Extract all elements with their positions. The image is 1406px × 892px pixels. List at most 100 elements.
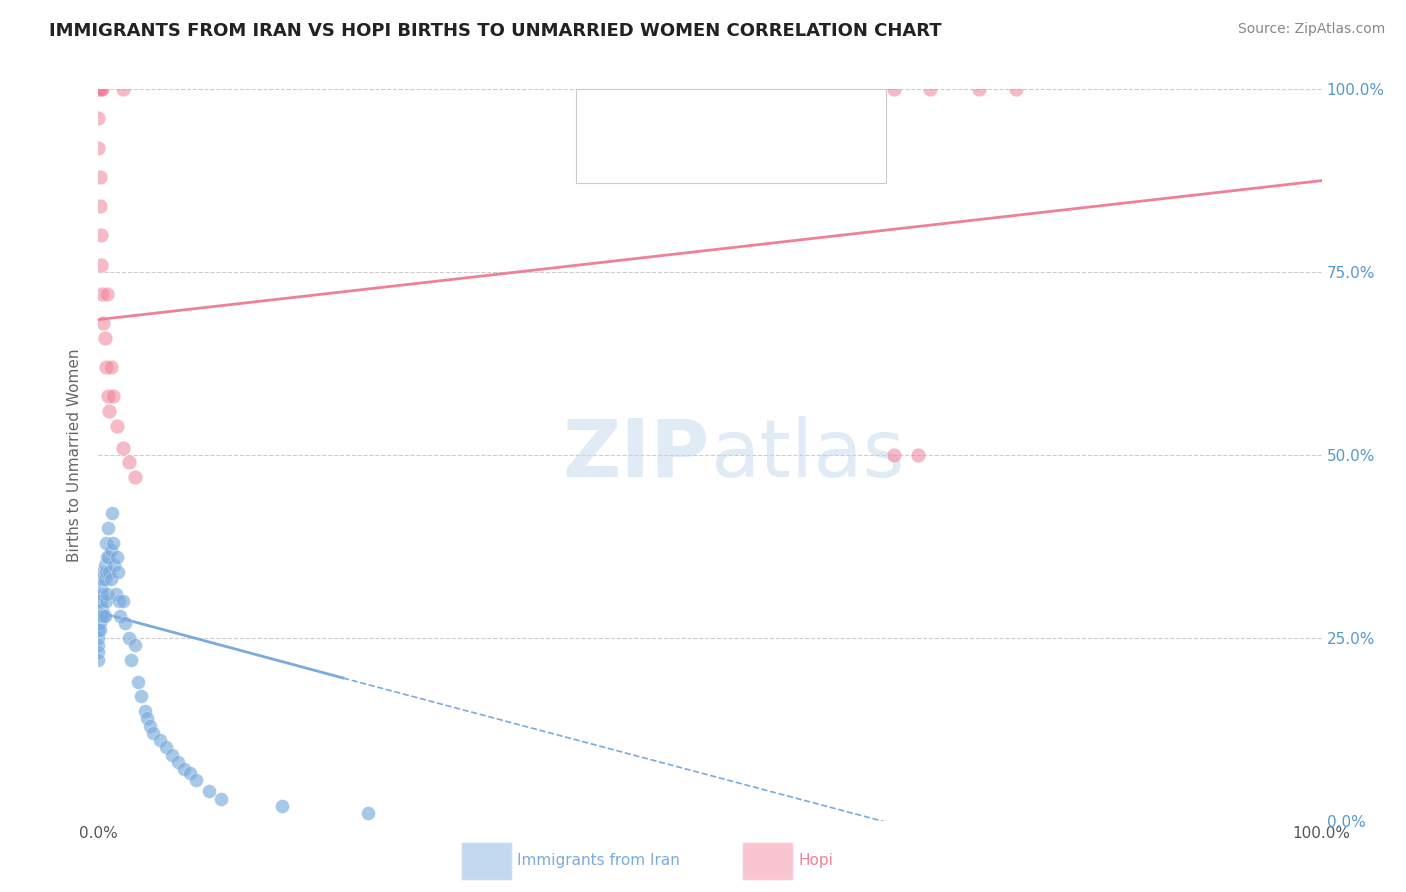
- Text: N =: N =: [755, 148, 789, 163]
- Point: [91, 565, 114, 579]
- Point: [967, 82, 990, 96]
- FancyBboxPatch shape: [461, 841, 512, 880]
- Point: [87, 82, 110, 96]
- Point: [160, 747, 183, 762]
- Text: 0.210: 0.210: [681, 148, 734, 163]
- Point: [87, 624, 110, 638]
- Text: Source: ZipAtlas.com: Source: ZipAtlas.com: [1237, 22, 1385, 37]
- Point: [90, 580, 112, 594]
- Point: [90, 82, 112, 96]
- Point: [87, 653, 110, 667]
- Point: [93, 558, 115, 572]
- Point: [91, 287, 114, 301]
- Point: [124, 638, 146, 652]
- Point: [1004, 82, 1026, 96]
- Y-axis label: Births to Unmarried Women: Births to Unmarried Women: [67, 348, 83, 562]
- Point: [134, 704, 156, 718]
- Point: [91, 601, 114, 615]
- Point: [105, 418, 128, 433]
- FancyBboxPatch shape: [589, 102, 637, 131]
- Point: [186, 773, 208, 788]
- Point: [87, 638, 110, 652]
- Point: [108, 594, 131, 608]
- Point: [907, 448, 929, 462]
- Point: [105, 550, 128, 565]
- Point: [118, 631, 141, 645]
- Point: [101, 535, 124, 549]
- Point: [87, 631, 110, 645]
- Point: [96, 587, 118, 601]
- Point: [111, 441, 134, 455]
- Point: [89, 608, 111, 623]
- Point: [89, 594, 111, 608]
- Point: [167, 755, 190, 769]
- FancyBboxPatch shape: [589, 141, 637, 170]
- Point: [94, 565, 117, 579]
- Point: [87, 616, 110, 631]
- Point: [149, 733, 172, 747]
- FancyBboxPatch shape: [742, 841, 793, 880]
- Point: [270, 799, 294, 814]
- Point: [883, 448, 905, 462]
- Point: [94, 535, 117, 549]
- Point: [155, 740, 177, 755]
- Point: [91, 608, 114, 623]
- Text: -0.188: -0.188: [681, 108, 735, 123]
- Text: R =: R =: [643, 108, 676, 123]
- Point: [89, 169, 111, 184]
- Point: [101, 389, 124, 403]
- Text: atlas: atlas: [710, 416, 904, 494]
- Point: [179, 766, 201, 780]
- Point: [103, 558, 125, 572]
- Point: [96, 550, 118, 565]
- Point: [98, 404, 121, 418]
- Point: [173, 763, 195, 777]
- Point: [91, 572, 114, 586]
- Text: R =: R =: [643, 148, 676, 163]
- Point: [96, 287, 118, 301]
- Point: [100, 572, 122, 586]
- Text: Hopi: Hopi: [799, 854, 834, 868]
- Point: [124, 470, 146, 484]
- Text: N =: N =: [755, 108, 789, 123]
- Point: [107, 565, 129, 579]
- Point: [114, 616, 136, 631]
- Point: [197, 784, 219, 798]
- Point: [93, 331, 115, 345]
- Point: [87, 82, 110, 96]
- Point: [100, 360, 122, 375]
- Point: [89, 616, 111, 631]
- Point: [87, 112, 110, 126]
- Point: [87, 82, 110, 96]
- Point: [104, 587, 127, 601]
- Point: [91, 316, 114, 330]
- Point: [87, 645, 110, 659]
- Point: [93, 608, 115, 623]
- Point: [90, 258, 112, 272]
- Point: [94, 594, 117, 608]
- Point: [111, 82, 134, 96]
- Point: [97, 389, 120, 403]
- Point: [98, 565, 121, 579]
- Point: [91, 587, 114, 601]
- Point: [87, 141, 110, 155]
- Text: 22: 22: [796, 148, 817, 163]
- Point: [91, 82, 114, 96]
- Point: [100, 543, 122, 558]
- Text: ZIP: ZIP: [562, 416, 710, 494]
- Point: [209, 791, 232, 805]
- Text: 61: 61: [796, 108, 817, 123]
- Point: [920, 82, 942, 96]
- Point: [120, 653, 142, 667]
- Point: [111, 594, 134, 608]
- Point: [101, 507, 124, 521]
- Point: [356, 806, 378, 821]
- Point: [136, 711, 159, 725]
- Point: [883, 82, 905, 96]
- Text: Immigrants from Iran: Immigrants from Iran: [517, 854, 681, 868]
- Point: [93, 572, 115, 586]
- Point: [90, 228, 112, 243]
- Point: [89, 82, 111, 96]
- Text: IMMIGRANTS FROM IRAN VS HOPI BIRTHS TO UNMARRIED WOMEN CORRELATION CHART: IMMIGRANTS FROM IRAN VS HOPI BIRTHS TO U…: [49, 22, 942, 40]
- Point: [90, 594, 112, 608]
